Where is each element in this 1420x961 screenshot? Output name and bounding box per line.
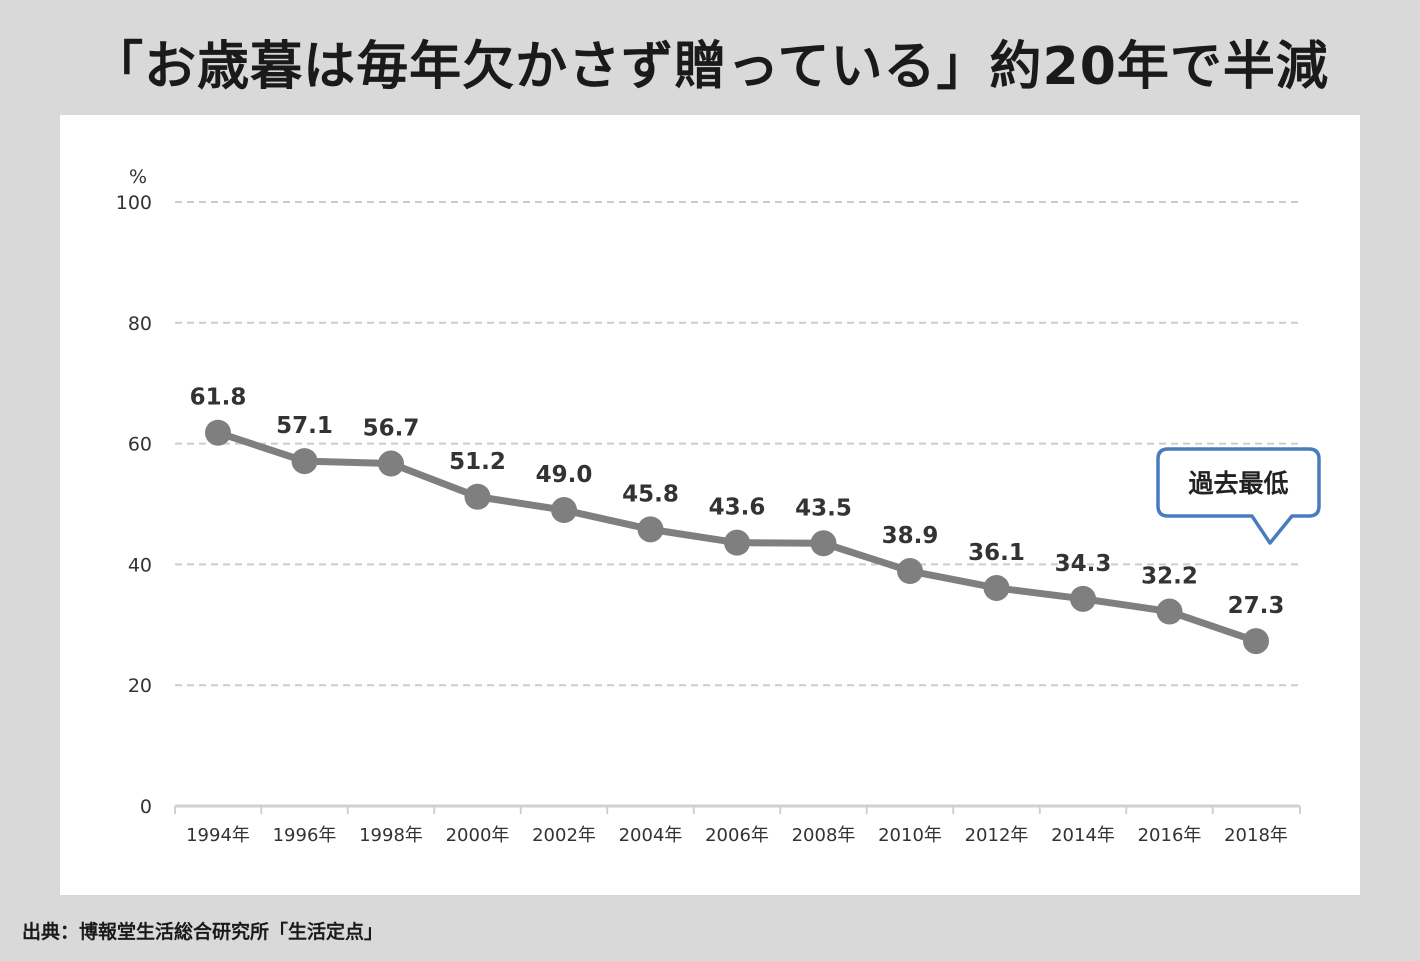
data-point-0 (205, 419, 231, 446)
chart-panel (60, 115, 1360, 895)
callout-label: 過去最低 (1188, 469, 1288, 498)
data-label-3: 51.2 (449, 449, 506, 475)
data-point-6 (724, 529, 750, 556)
data-point-5 (637, 516, 664, 543)
data-point-8 (897, 558, 923, 585)
data-label-5: 45.8 (622, 481, 679, 507)
data-point-1 (291, 448, 318, 475)
data-label-11: 32.2 (1141, 564, 1198, 590)
grid-lines (175, 201, 1300, 687)
data-labels: 61.8 57.1 56.7 51.2 49.0 45.8 43.6 43.5 38.9 36.1… (190, 385, 1285, 619)
data-label-8: 38.9 (882, 523, 939, 549)
x-tick-label-6: 2006年 (705, 825, 769, 846)
x-tick-label-0: 1994年 (186, 825, 250, 846)
x-tick-label-5: 2004年 (619, 825, 683, 846)
y-tick-label-0: 0 (140, 796, 152, 818)
data-point-10 (1070, 585, 1096, 612)
data-label-7: 43.5 (795, 495, 852, 521)
data-label-6: 43.6 (709, 495, 766, 521)
x-tick-label-4: 2002年 (532, 825, 596, 846)
data-label-2: 56.7 (363, 416, 420, 442)
data-label-12: 27.3 (1228, 593, 1285, 619)
data-point-12 (1243, 628, 1269, 655)
data-label-9: 36.1 (968, 540, 1025, 566)
data-point-4 (551, 497, 577, 524)
x-tick-label-12: 2018年 (1224, 825, 1288, 846)
data-point-3 (464, 483, 491, 510)
y-tick-label-40: 40 (128, 554, 152, 576)
x-tick-label-10: 2014年 (1051, 825, 1115, 846)
y-tick-label-60: 60 (128, 434, 152, 456)
x-tick-label-2: 1998年 (359, 825, 423, 846)
source-note: 出典：博報堂生活総合研究所「生活定点」 (22, 921, 384, 943)
y-tick-label-100: 100 (116, 192, 152, 214)
page-title: 「お歳暮は毎年欠かさず贈っている」約20年で半減 (91, 37, 1329, 97)
y-tick-label-80: 80 (128, 313, 152, 335)
axes: 0 20 40 60 80 100% 1994年 1996年 1998年 2000年 2002年 20… (116, 166, 1301, 846)
y-axis-unit: % (129, 166, 147, 188)
data-point-9 (983, 574, 1010, 601)
x-tick-label-8: 2010年 (878, 825, 942, 846)
x-tick-label-9: 2012年 (965, 825, 1029, 846)
data-point-11 (1156, 598, 1183, 625)
series (205, 419, 1269, 655)
data-label-4: 49.0 (536, 462, 593, 488)
x-tick-label-1: 1996年 (273, 825, 337, 846)
callout: 過去最低 (1156, 447, 1321, 545)
x-tick-label-3: 2000年 (446, 825, 510, 846)
data-label-0: 61.8 (190, 385, 247, 411)
y-tick-label-20: 20 (128, 675, 152, 697)
x-tick-label-11: 2016年 (1138, 825, 1202, 846)
data-point-7 (810, 530, 837, 557)
callout-bubble (1156, 447, 1321, 545)
data-label-10: 34.3 (1055, 551, 1112, 577)
data-label-1: 57.1 (276, 413, 333, 439)
data-point-2 (378, 450, 404, 477)
x-tick-label-7: 2008年 (792, 825, 856, 846)
